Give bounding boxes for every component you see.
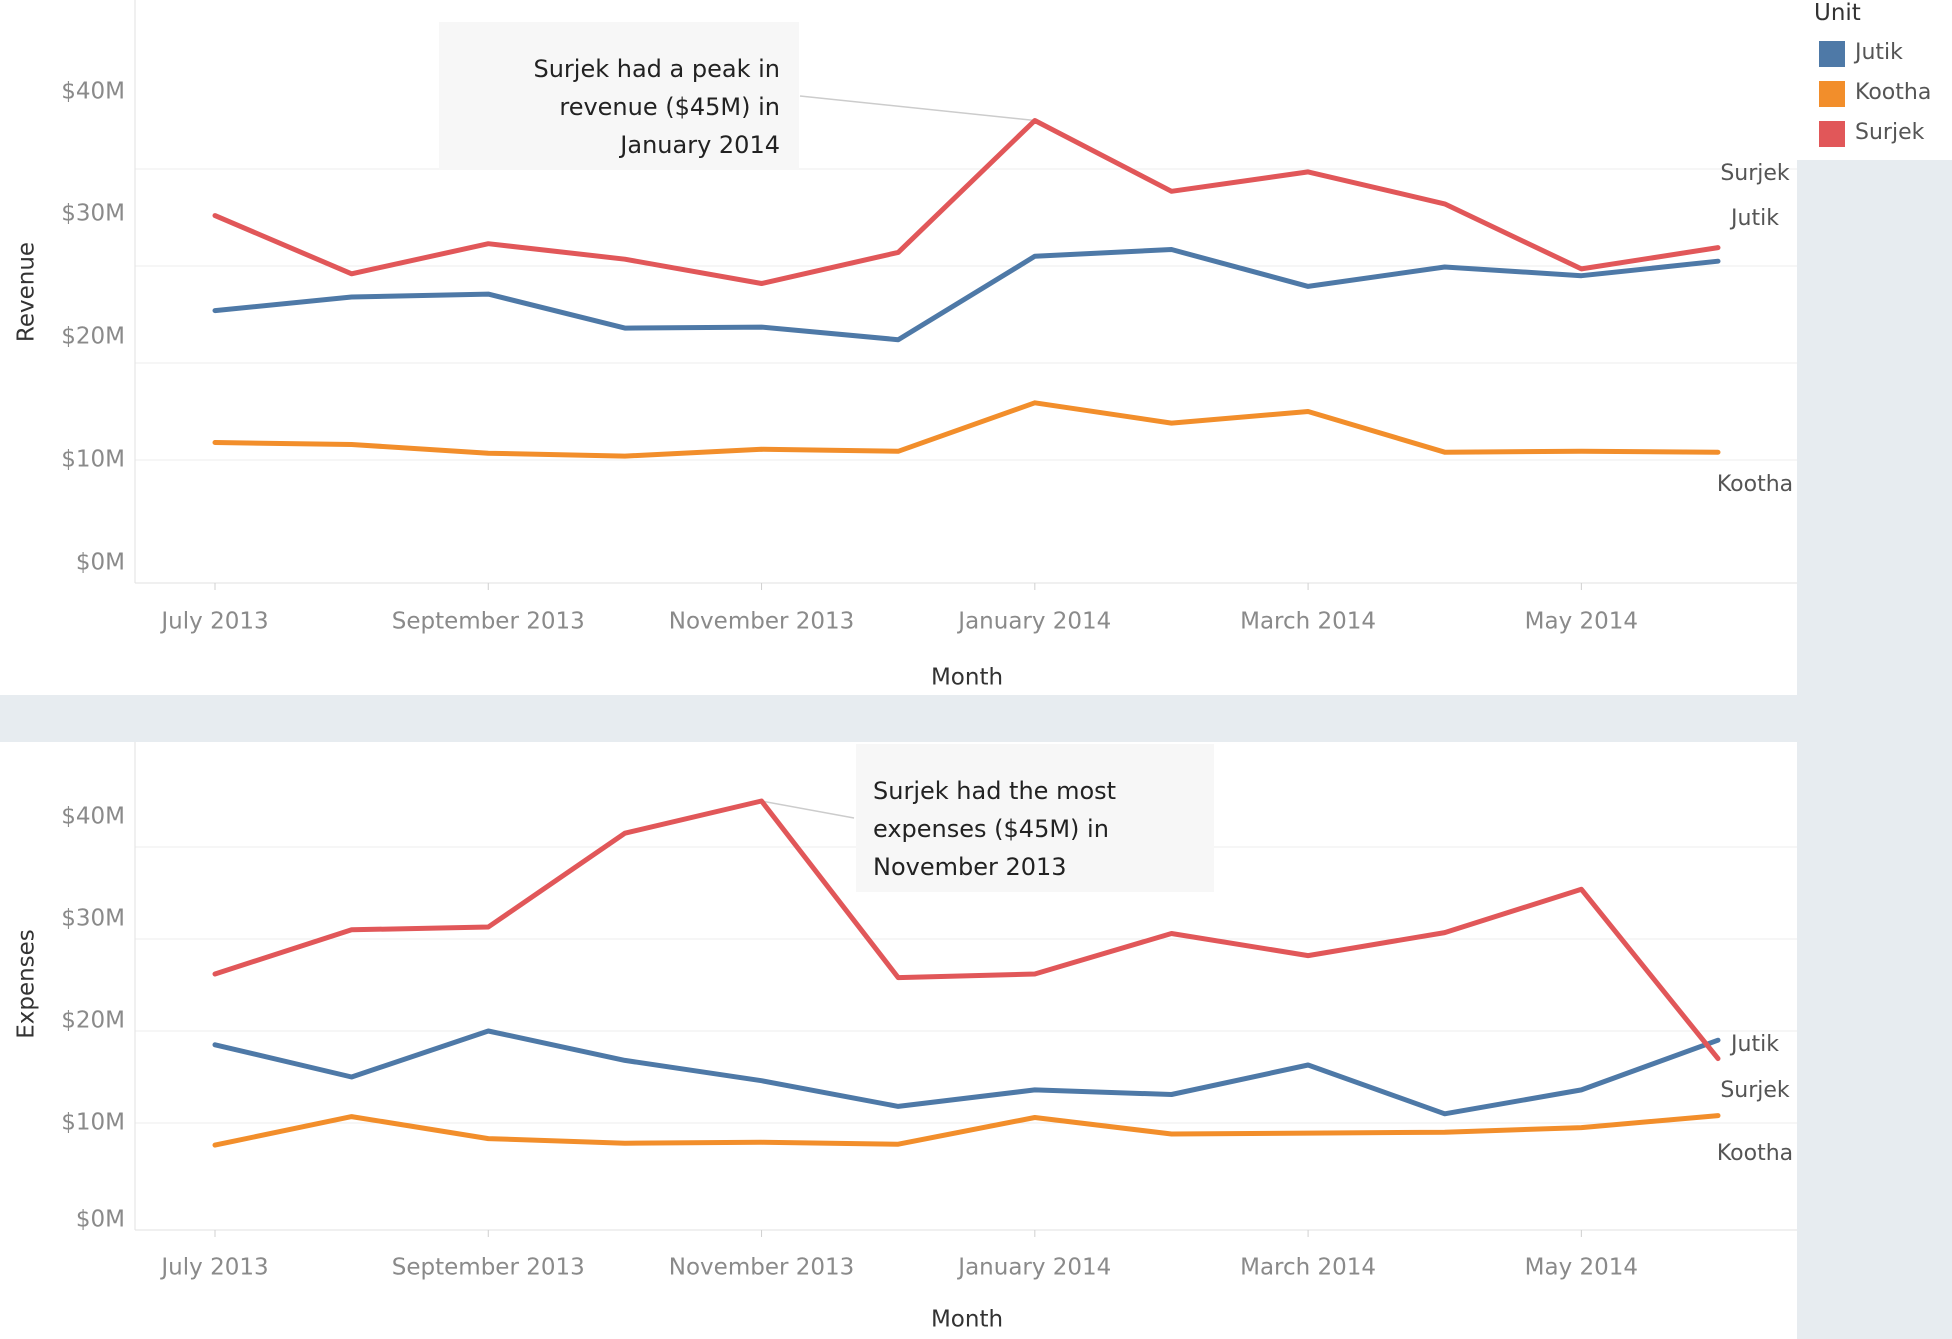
y-tick-label: $30M — [61, 906, 125, 932]
series-line-surjek — [212, 118, 1721, 286]
y-tick-label: $0M — [76, 1207, 125, 1233]
annotation-text-line: Surjek had the most — [873, 777, 1116, 805]
y-tick-label: $40M — [61, 79, 125, 105]
expenses-chart-panel: $0M $10M $20M $30M $40M July 2013 September 20… — [0, 742, 1797, 1339]
legend-title: Unit — [1814, 0, 1861, 26]
x-axis-title: Month — [931, 1307, 1003, 1333]
series-end-label-surjek: Surjek — [1720, 1078, 1790, 1103]
annotation-text-line: January 2014 — [618, 131, 780, 159]
x-tick-label: January 2014 — [956, 1255, 1111, 1281]
y-tick-label: $10M — [61, 1110, 125, 1136]
y-tick-label: $10M — [61, 447, 125, 473]
legend: Unit Jutik Kootha Surjek — [1797, 0, 1952, 160]
legend-swatch-kootha — [1819, 81, 1845, 107]
y-tick-label: $0M — [76, 550, 125, 576]
annotation-box — [439, 22, 799, 170]
series-line-jutik — [212, 247, 1721, 343]
y-tick-label: $20M — [61, 1008, 125, 1034]
x-axis-title: Month — [931, 665, 1003, 691]
x-tick-label: September 2013 — [392, 609, 585, 635]
series-end-label-kootha: Kootha — [1717, 472, 1793, 497]
legend-label-jutik: Jutik — [1855, 40, 1903, 65]
x-tick-label: March 2014 — [1240, 1255, 1376, 1281]
series-end-label-jutik: Jutik — [1729, 206, 1779, 231]
x-tick-label: March 2014 — [1240, 609, 1376, 635]
annotation-text-line: expenses ($45M) in — [873, 815, 1109, 843]
x-tick-label: November 2013 — [669, 1255, 855, 1281]
x-tick-label: July 2013 — [159, 1255, 268, 1281]
x-tick-label: May 2014 — [1525, 1255, 1638, 1281]
annotation-box — [856, 744, 1214, 892]
annotation-connector — [799, 95, 1035, 122]
legend-label-kootha: Kootha — [1855, 80, 1932, 105]
legend-item-jutik[interactable]: Jutik — [1819, 38, 1952, 70]
series-end-label-surjek: Surjek — [1720, 161, 1790, 186]
legend-swatch-surjek — [1819, 121, 1845, 147]
x-tick-label: July 2013 — [159, 609, 268, 635]
y-axis-title: Expenses — [14, 929, 40, 1039]
annotation-text-line: Surjek had a peak in — [533, 55, 780, 83]
series-line-surjek — [212, 798, 1721, 1062]
y-tick-label: $40M — [61, 804, 125, 830]
series-end-label-kootha: Kootha — [1717, 1141, 1793, 1166]
y-tick-label: $20M — [61, 324, 125, 350]
legend-item-kootha[interactable]: Kootha — [1819, 78, 1952, 110]
series-end-label-jutik: Jutik — [1729, 1032, 1779, 1057]
legend-swatch-jutik — [1819, 41, 1845, 67]
expenses-line-chart: $0M $10M $20M $30M $40M July 2013 September 20… — [14, 742, 1797, 1333]
y-axis-title: Revenue — [14, 242, 40, 342]
series-line-kootha — [212, 400, 1721, 459]
x-tick-label: May 2014 — [1525, 609, 1638, 635]
legend-label-surjek: Surjek — [1855, 120, 1925, 145]
legend-item-surjek[interactable]: Surjek — [1819, 118, 1952, 150]
annotation-text-line: revenue ($45M) in — [559, 93, 780, 121]
revenue-chart-panel: $0M $10M $20M $30M $40M July 2013 September 20… — [0, 0, 1797, 695]
sidebar-background — [1797, 0, 1952, 1339]
series-line-kootha — [212, 1113, 1721, 1148]
series-line-jutik — [212, 1028, 1721, 1117]
panel-divider — [0, 695, 1797, 742]
annotation-text-line: November 2013 — [873, 853, 1067, 881]
x-tick-label: November 2013 — [669, 609, 855, 635]
revenue-line-chart: $0M $10M $20M $30M $40M July 2013 September 20… — [14, 0, 1797, 691]
y-tick-label: $30M — [61, 201, 125, 227]
x-tick-label: September 2013 — [392, 1255, 585, 1281]
annotation-connector — [761, 800, 855, 819]
x-tick-label: January 2014 — [956, 609, 1111, 635]
